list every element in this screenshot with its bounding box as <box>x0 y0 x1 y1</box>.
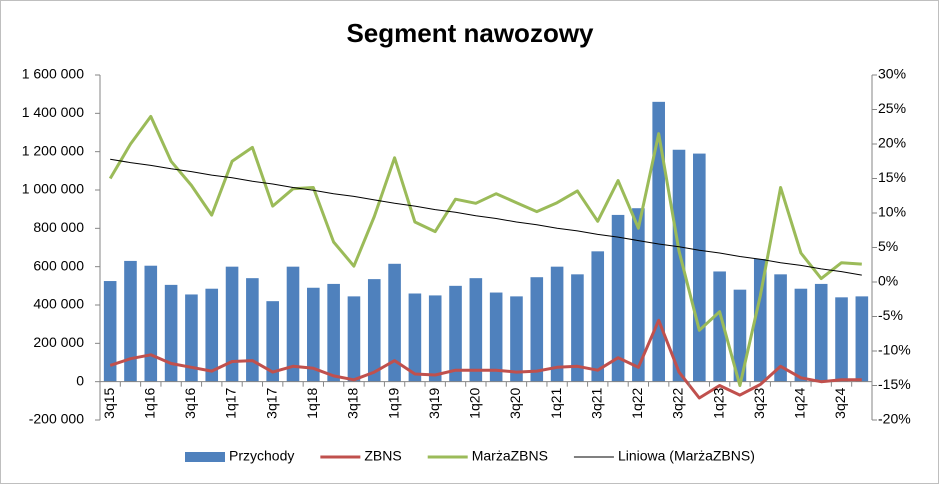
bar <box>733 289 747 382</box>
bar <box>246 278 259 382</box>
bar <box>347 296 361 382</box>
bar <box>449 285 462 382</box>
bar <box>408 293 422 382</box>
bar <box>550 266 564 382</box>
legend-swatch <box>185 452 225 462</box>
bar <box>713 271 726 382</box>
bar <box>611 214 625 382</box>
bar <box>814 283 828 382</box>
bar <box>205 288 219 382</box>
bar <box>571 274 584 382</box>
legend-label: Liniowa (MarżaZBNS) <box>618 448 755 464</box>
y-tick-label: 1 400 000 <box>22 104 84 120</box>
y2-tick-label: 20% <box>878 135 906 151</box>
x-tick-label: 1q19 <box>385 387 401 418</box>
x-tick-label: 1q21 <box>548 387 564 418</box>
x-tick-label: 3q16 <box>182 387 198 418</box>
bar <box>774 274 787 382</box>
bar <box>672 149 686 382</box>
y2-tick-label: -15% <box>878 376 911 392</box>
x-tick-label: 3q20 <box>507 387 523 418</box>
bar <box>835 297 848 382</box>
y-tick-label: 800 000 <box>33 219 84 235</box>
x-tick-label: 3q15 <box>101 387 117 418</box>
y-tick-label: 1 000 000 <box>22 181 84 197</box>
y2-tick-label: 10% <box>878 204 906 220</box>
legend-label: Przychody <box>229 448 294 464</box>
x-tick-label: 1q17 <box>223 387 239 418</box>
bar <box>144 265 158 382</box>
bar <box>327 283 340 382</box>
bar <box>307 287 320 382</box>
bar <box>632 208 645 382</box>
y2-tick-label: 15% <box>878 169 906 185</box>
bar <box>164 284 178 382</box>
y2-tick-label: -20% <box>878 411 911 427</box>
x-tick-label: 3q23 <box>751 387 767 418</box>
y-tick-label: -200 000 <box>29 411 84 427</box>
legend-label: ZBNS <box>364 448 401 464</box>
bar <box>428 295 442 382</box>
bar <box>124 260 137 382</box>
x-tick-label: 3q19 <box>426 387 442 418</box>
x-tick-label: 3q18 <box>345 387 361 418</box>
chart-title: Segment nawozowy <box>346 18 594 48</box>
y-tick-label: 400 000 <box>33 296 84 312</box>
x-tick-label: 1q22 <box>629 387 645 418</box>
bar <box>103 281 117 382</box>
line <box>109 318 862 400</box>
line <box>110 158 862 276</box>
y-tick-label: 0 <box>76 372 84 388</box>
bar <box>469 278 483 382</box>
bar <box>489 292 503 382</box>
bar <box>367 279 381 382</box>
x-tick-label: 3q24 <box>832 387 848 418</box>
y2-tick-label: 25% <box>878 100 906 116</box>
bar <box>286 266 300 382</box>
line <box>108 114 862 387</box>
y2-tick-label: 5% <box>878 238 898 254</box>
x-tick-label: 3q21 <box>588 387 604 418</box>
x-tick-label: 3q17 <box>263 387 279 418</box>
x-tick-label: 1q20 <box>467 387 483 418</box>
x-tick-label: 1q24 <box>792 387 808 418</box>
y-tick-label: 600 000 <box>33 257 84 273</box>
bar <box>266 301 279 382</box>
y-tick-label: 200 000 <box>33 334 84 350</box>
bar <box>753 259 767 382</box>
bar <box>185 294 198 382</box>
x-tick-label: 1q18 <box>304 387 320 418</box>
bar <box>510 296 523 382</box>
bar <box>530 277 544 382</box>
bar <box>225 266 239 382</box>
x-tick-label: 1q16 <box>141 387 157 418</box>
y-tick-label: 1 200 000 <box>22 142 84 158</box>
y2-tick-label: 30% <box>878 66 906 82</box>
x-tick-label: 1q23 <box>710 387 726 418</box>
y2-tick-label: -10% <box>878 342 911 358</box>
bar <box>388 263 401 382</box>
y2-tick-label: -5% <box>878 307 903 323</box>
bar <box>693 153 706 382</box>
legend-label: MarżaZBNS <box>472 448 548 464</box>
y-tick-label: 1 600 000 <box>22 66 84 82</box>
bar <box>855 296 869 382</box>
bar <box>794 288 808 382</box>
bar <box>591 251 605 382</box>
y2-tick-label: 0% <box>878 273 898 289</box>
bar <box>652 101 665 382</box>
x-tick-label: 3q22 <box>670 387 686 418</box>
